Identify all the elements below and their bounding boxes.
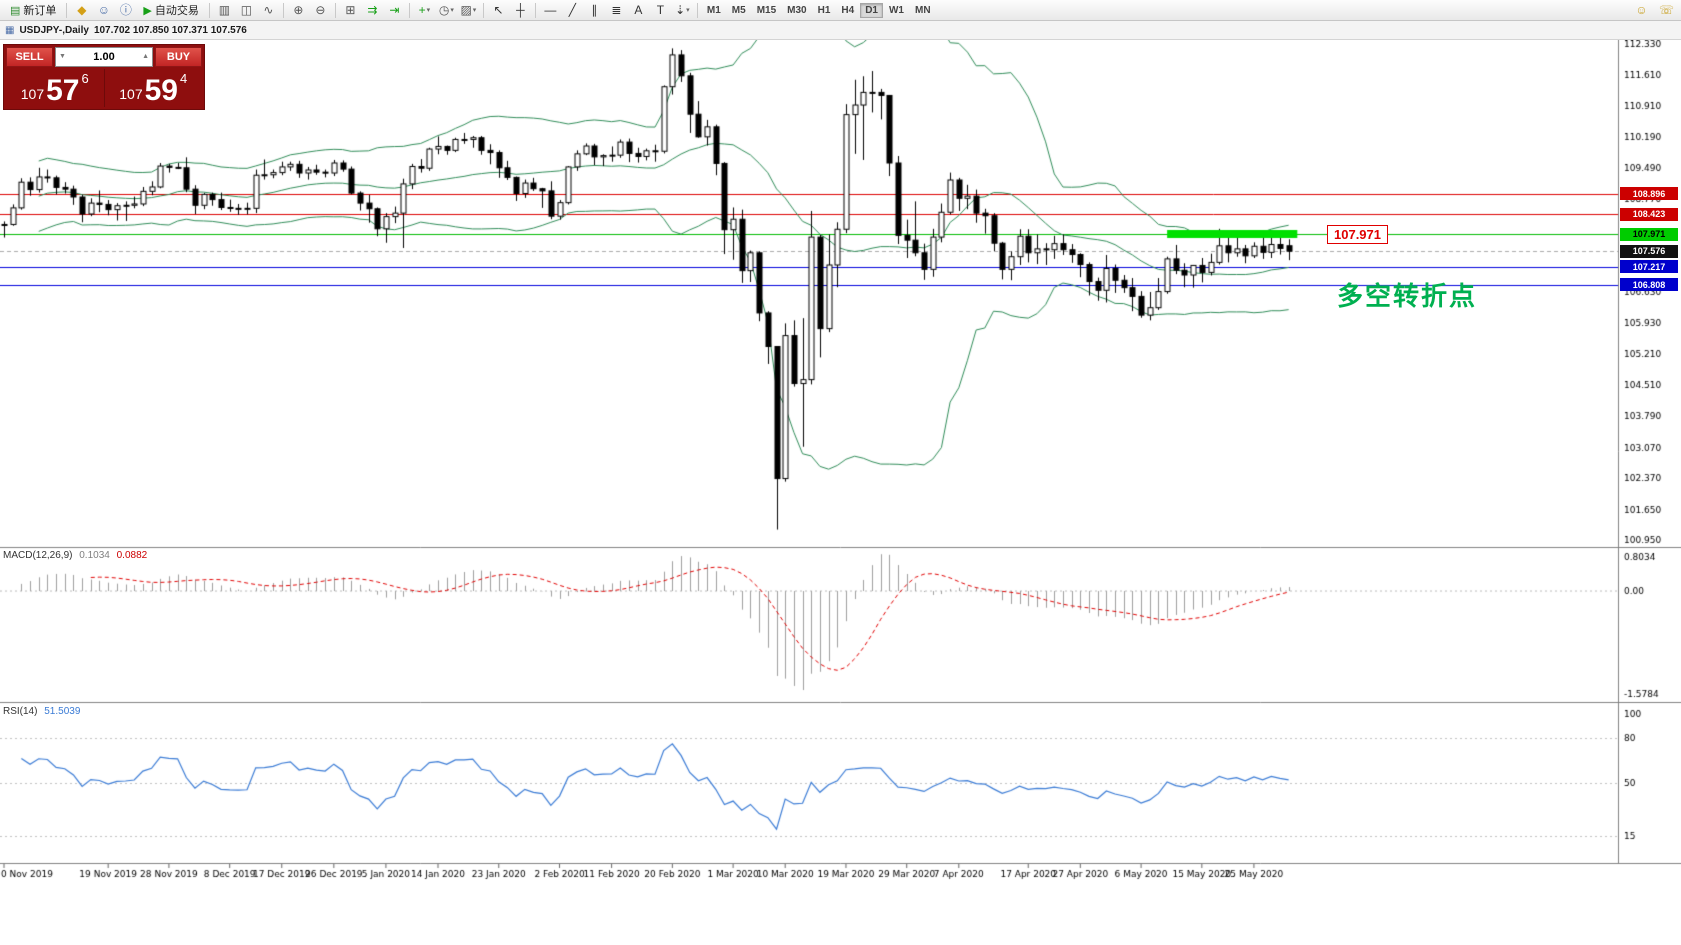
timeframe-h4[interactable]: H4 [836,3,859,18]
buy-price-big: 59 [144,74,178,107]
price-tag-108.423: 108.423 [1620,207,1678,221]
timeframe-m30[interactable]: M30 [782,3,811,18]
periods-icon[interactable]: ◷ ▾ [436,2,457,19]
line-chart-icon[interactable]: ∿ [258,2,279,19]
buy-price[interactable]: 107 59 4 [105,69,203,107]
price-tag-107.217: 107.217 [1620,260,1678,274]
zoom-in-icon[interactable]: ⊕ [288,2,309,19]
crosshair-icon[interactable]: ┼ [510,2,531,19]
dropdown-caret-icon: ▾ [472,6,477,14]
autotrading-button[interactable]: ▶ 自动交易 [137,2,204,19]
new-order-button-label: 新订单 [23,5,57,17]
toolbar-separator [66,2,68,18]
channel-icon[interactable]: ∥ [584,2,605,19]
timeframe-m5[interactable]: M5 [727,3,751,18]
chart-caption: ▦ USDJPY-,Daily 107.702 107.850 107.371 … [0,21,1681,40]
text-icon[interactable]: A [628,2,649,19]
data-window-icon[interactable]: ⓘ [115,2,136,19]
label-icon[interactable]: T [650,2,671,19]
toolbar-separator [334,2,336,18]
buy-price-sup: 4 [180,71,188,86]
toolbar-separator [282,2,284,18]
zoom-out-icon[interactable]: ⊖ [310,2,331,19]
toolbar: ▤ 新订单 ◆ ☺ ⓘ ▶ 自动交易 ▥ ◫ ∿ ⊕ ⊖ ⊞ ⇉ ⇥ + ▾ ◷ ▾ ▨ ▾ ↖ ┼ — ╱ ∥ ≣ A T ⇣ ▾ M1 M5… [0,0,1681,21]
chart-window-icon: ▦ [5,24,15,36]
timeframe-m1[interactable]: M1 [702,3,726,18]
timeframe-w1[interactable]: W1 [884,3,909,18]
expert-advisors-icon[interactable]: ◆ [71,2,92,19]
dropdown-caret-icon: ▾ [686,6,690,14]
chart-symbol-period: USDJPY-,Daily [19,24,89,36]
new-order-button[interactable]: ▤ 新订单 [4,2,62,19]
chart-canvas[interactable] [0,40,1681,945]
volume-box: ▼ ▲ [55,47,153,67]
dropdown-caret-icon: ▾ [450,6,454,14]
cursor-icon[interactable]: ↖ [488,2,509,19]
new-order-icon: ▤ [10,4,21,17]
sell-button[interactable]: SELL [6,47,53,67]
candlestick-chart-icon[interactable]: ◫ [236,2,257,19]
sell-price-sup: 6 [81,71,89,86]
price-tag-108.896: 108.896 [1620,187,1678,201]
trendline-icon[interactable]: ╱ [562,2,583,19]
timeframe-m15[interactable]: M15 [752,3,781,18]
macd-name: MACD(12,26,9) [3,550,73,561]
support-icon[interactable]: ☏ [1656,2,1677,19]
resistance-price-label[interactable]: 107.971 [1327,225,1388,244]
volume-increase-icon[interactable]: ▲ [142,53,149,60]
horizontal-line-icon[interactable]: — [540,2,561,19]
toolbar-separator [408,2,410,18]
timeframe-h1[interactable]: H1 [813,3,836,18]
trade-panel-prices: 107 57 6 107 59 4 [6,69,202,107]
timeframe-d1[interactable]: D1 [860,2,883,18]
buy-price-main: 107 [119,86,143,102]
macd-signal-value: 0.0882 [116,550,148,561]
price-tag-107.576: 107.576 [1620,244,1678,258]
chart-shift-icon[interactable]: ⇥ [384,2,405,19]
sell-price[interactable]: 107 57 6 [6,69,105,107]
autotrading-button-label: 自动交易 [154,5,199,17]
timeframe-mn[interactable]: MN [910,3,936,18]
toolbar-separator [208,2,210,18]
community-icon[interactable]: ☺ [1631,2,1652,19]
toolbar-right: ☺ ☏ [1631,2,1677,19]
autotrading-icon: ▶ [143,4,152,17]
fibonacci-icon[interactable]: ≣ [606,2,627,19]
indicators-icon[interactable]: + ▾ [414,2,435,19]
turning-point-annotation: 多空转折点 [1337,281,1478,311]
volume-input[interactable] [78,51,130,63]
bar-chart-icon[interactable]: ▥ [214,2,235,19]
profile-icon[interactable]: ☺ [93,2,114,19]
arrows-icon[interactable]: ⇣ ▾ [672,2,693,19]
rsi-name: RSI(14) [3,706,38,717]
macd-header: MACD(12,26,9) 0.1034 0.0882 [3,550,147,561]
tile-windows-icon[interactable]: ⊞ [340,2,361,19]
dropdown-caret-icon: ▾ [426,6,431,14]
rsi-value: 51.5039 [44,706,81,717]
trade-panel-controls: SELL ▼ ▲ BUY [6,47,202,67]
macd-value: 0.1034 [79,550,110,561]
buy-button[interactable]: BUY [155,47,202,67]
one-click-trading-panel: SELL ▼ ▲ BUY 107 57 6 107 59 4 [3,44,205,110]
rsi-header: RSI(14) 51.5039 [3,706,80,717]
sell-price-main: 107 [20,86,45,102]
auto-scroll-icon[interactable]: ⇉ [362,2,383,19]
price-tag-107.971: 107.971 [1620,227,1678,241]
templates-icon[interactable]: ▨ ▾ [458,2,479,19]
toolbar-left: ▤ 新订单 ◆ ☺ ⓘ ▶ 自动交易 ▥ ◫ ∿ ⊕ ⊖ ⊞ ⇉ ⇥ + ▾ ◷ ▾ ▨ ▾ ↖ ┼ — ╱ ∥ ≣ A T ⇣ ▾ M1 M5… [4,2,1631,19]
toolbar-separator [696,2,698,18]
volume-decrease-icon[interactable]: ▼ [59,53,66,60]
toolbar-separator [482,2,484,18]
price-tag-106.808: 106.808 [1620,278,1678,292]
sell-price-big: 57 [46,74,80,107]
chart-ohlc-values: 107.702 107.850 107.371 107.576 [93,24,247,36]
toolbar-separator [534,2,536,18]
